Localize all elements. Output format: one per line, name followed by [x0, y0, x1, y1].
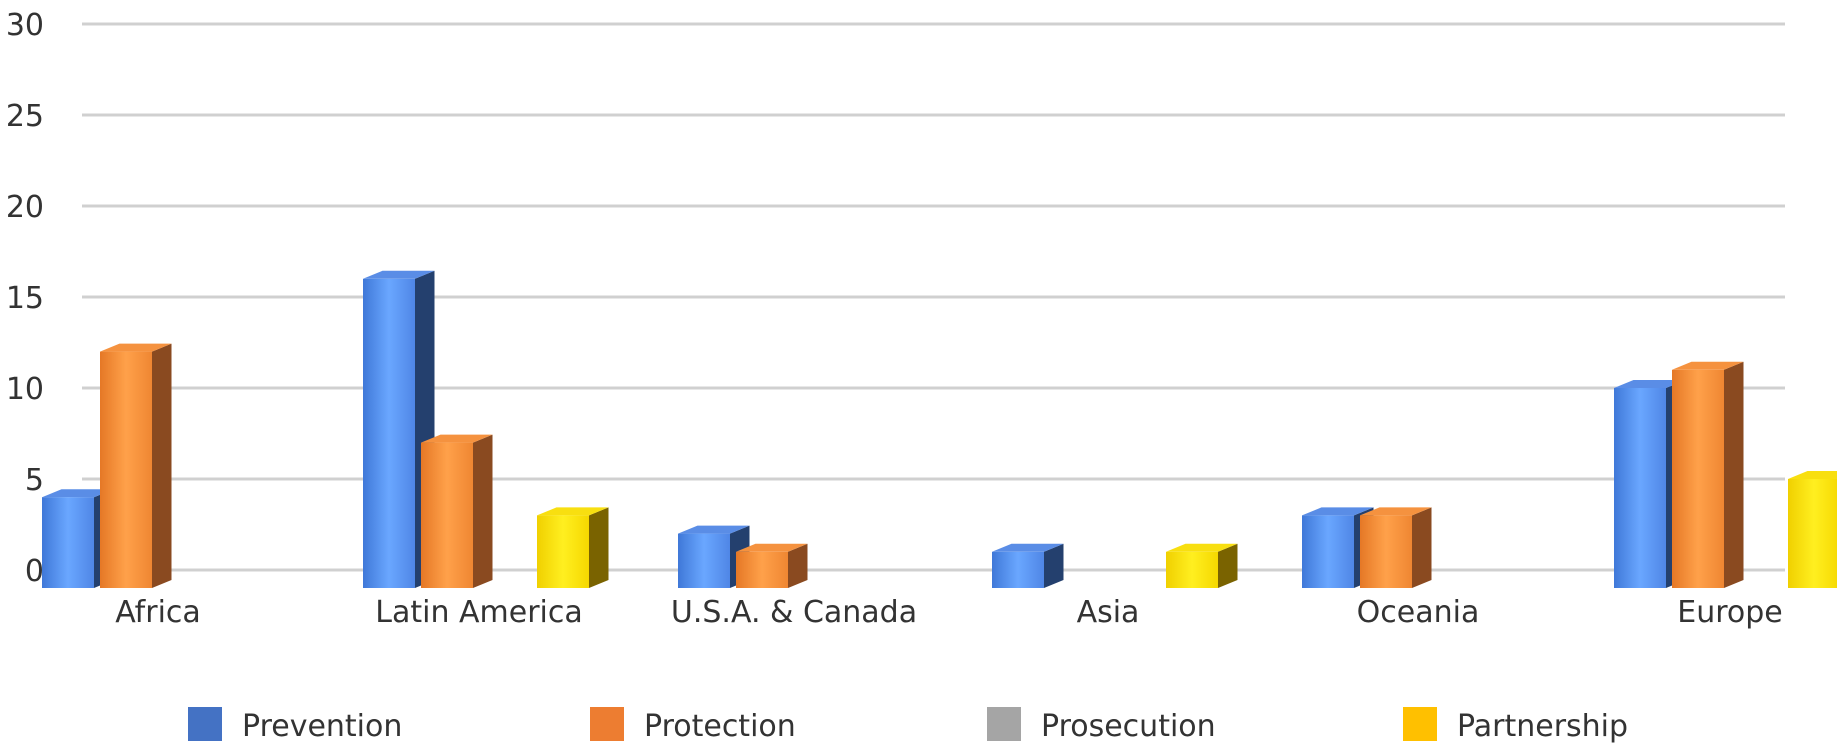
category-label: Latin America	[375, 595, 583, 630]
bar-top	[537, 507, 609, 516]
bar-top	[1672, 361, 1744, 370]
bar-front	[678, 533, 730, 588]
legend-swatch	[987, 707, 1021, 741]
bar-front	[1788, 479, 1837, 588]
bar-top	[100, 343, 172, 352]
legend-label: Prevention	[242, 709, 402, 744]
bar-front	[736, 551, 788, 588]
y-tick-label: 5	[25, 463, 44, 498]
bar-side	[788, 543, 808, 588]
y-tick-label: 25	[6, 99, 44, 134]
bar-side	[1724, 361, 1744, 588]
bar-front	[1302, 515, 1354, 588]
bar-side	[1044, 543, 1064, 588]
bar-front	[363, 278, 415, 588]
legend-swatch	[188, 707, 222, 741]
bar-side	[589, 507, 609, 588]
bar-top	[42, 489, 114, 498]
legend-label: Prosecution	[1041, 709, 1216, 744]
bar-partnership-5	[1788, 471, 1837, 588]
bar-protection-1	[421, 434, 493, 588]
bars	[42, 270, 1837, 588]
bar-top	[1614, 380, 1686, 388]
category-label: Europe	[1677, 595, 1783, 630]
category-labels: Africa Latin America U.S.A. & Canada Asia Oc…	[115, 595, 1783, 630]
bar-top	[1788, 471, 1837, 479]
legend-item-prevention: Prevention	[188, 707, 402, 744]
bar-side	[152, 343, 172, 588]
bar-protection-5	[1672, 361, 1744, 588]
y-tick-label: 20	[6, 190, 44, 225]
legend-swatch	[590, 707, 624, 741]
bar-front	[992, 551, 1044, 588]
bar-side	[1412, 507, 1432, 588]
gridlines	[82, 22, 1785, 572]
bar-top	[1166, 543, 1238, 552]
legend: Prevention Protection Prosecution Partnersh…	[188, 707, 1628, 744]
category-label: Africa	[115, 595, 201, 630]
bar-front	[1672, 369, 1724, 588]
bar-top	[736, 543, 808, 552]
y-tick-label: 30	[6, 8, 44, 43]
bar-side	[1218, 543, 1238, 588]
bar-partnership-1	[537, 507, 609, 588]
legend-swatch	[1403, 707, 1437, 741]
bar-protection-4	[1360, 507, 1432, 588]
bar-front	[1614, 388, 1666, 588]
bar-top	[421, 434, 493, 443]
y-axis-tick-labels: 0 5 10 15 20 25 30	[6, 8, 44, 589]
bar-protection-2	[736, 543, 808, 588]
category-label: U.S.A. & Canada	[671, 595, 917, 630]
bar-front	[421, 442, 473, 588]
bar-prevention-3	[992, 543, 1064, 588]
bar-top	[1360, 507, 1432, 516]
category-label: Asia	[1077, 595, 1140, 630]
bar-protection-0	[100, 343, 172, 588]
category-label: Oceania	[1357, 595, 1480, 630]
y-tick-label: 0	[25, 554, 44, 589]
bar-top	[1302, 507, 1374, 516]
bar-front	[42, 497, 94, 588]
bar-top	[992, 543, 1064, 552]
legend-item-prosecution: Prosecution	[987, 707, 1216, 744]
bar-front	[100, 351, 152, 588]
bar-top	[363, 270, 435, 279]
legend-item-protection: Protection	[590, 707, 796, 744]
y-tick-label: 15	[6, 281, 44, 316]
bar-side	[473, 434, 493, 588]
bar-partnership-3	[1166, 543, 1238, 588]
legend-label: Partnership	[1457, 709, 1628, 744]
bar-front	[537, 515, 589, 588]
bar-front	[1166, 551, 1218, 588]
bar-top	[678, 525, 750, 534]
legend-label: Protection	[644, 709, 796, 744]
y-tick-label: 10	[6, 372, 44, 407]
bar-front	[1360, 515, 1412, 588]
legend-item-partnership: Partnership	[1403, 707, 1628, 744]
